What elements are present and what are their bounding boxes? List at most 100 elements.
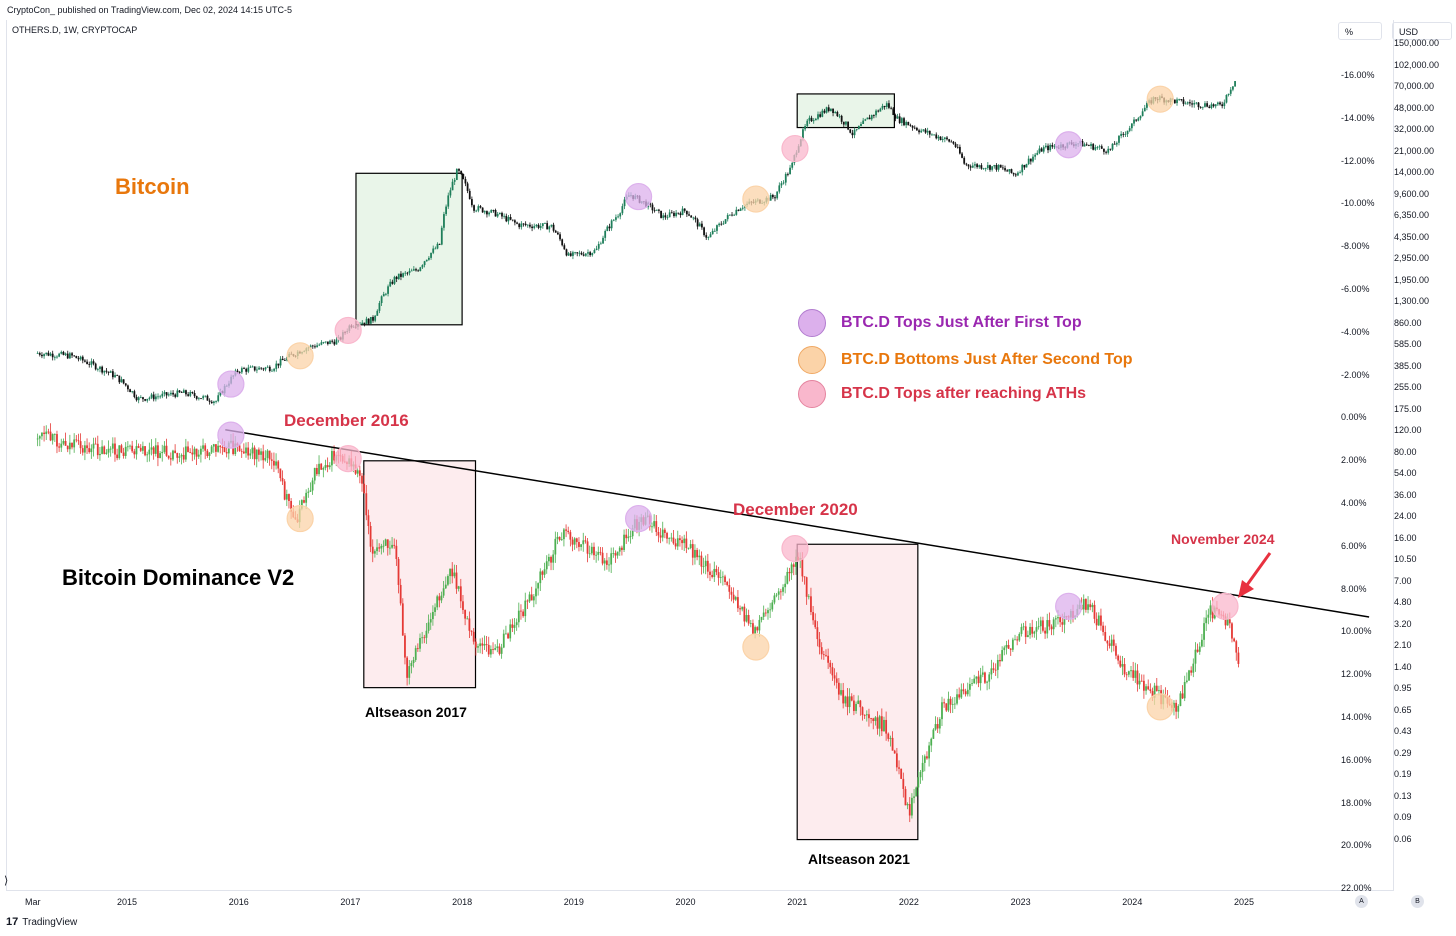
dominance-candle [880,716,883,732]
btc-candle [458,169,460,171]
btc-candle [776,191,779,199]
dominance-candle [898,767,900,769]
dominance-candle [1014,639,1016,641]
btc-candle [58,353,61,357]
btc-candle [857,125,860,130]
dominance-candle [101,446,103,454]
percent-axis-tick: 12.00% [1341,669,1372,680]
dominance-candle [303,500,305,503]
dominance-candle [709,571,711,575]
dominance-candle [752,623,754,634]
log-scale-button[interactable]: B [1411,895,1424,908]
publisher-header: CryptoCon_ published on TradingView.com,… [7,5,292,15]
btc-candle [855,129,858,130]
dominance-candle [152,447,155,454]
btc-candle [488,212,490,215]
btc-candle [498,212,501,215]
btc-candle [189,392,192,396]
dominance-candle [41,432,43,437]
time-axis-tick: 2015 [117,897,138,907]
btc-candle [1223,102,1226,107]
scroll-handle-icon[interactable]: ⟩ [4,875,9,887]
btc-candle [473,205,475,211]
btc-candle [1109,148,1112,150]
dominance-candle [234,443,237,455]
btc-candle [114,375,116,378]
btc-candle [365,318,368,324]
btc-candle [986,165,989,169]
btc-candle [137,397,140,401]
dominance-candle [116,454,119,459]
dominance-candle [281,478,284,482]
btc-candle [898,116,901,123]
dominance-candle [825,655,827,656]
btc-candle [333,341,336,345]
dominance-candle [494,648,497,650]
btc-candle [705,235,708,238]
dominance-candle [270,459,273,461]
dominance-candle [199,448,202,455]
btc-candle [43,354,45,357]
btc-candle [546,223,549,230]
btc-candle [1210,104,1213,108]
dominance-candle [724,576,726,583]
dominance-candle [498,646,501,654]
dominance-candle [597,551,600,555]
percent-axis-tick: -16.00% [1341,70,1375,80]
dominance-candle [429,619,432,623]
btc-candle [1029,158,1032,162]
btc-candle [1234,81,1236,87]
dominance-candle [408,666,411,678]
signal-circle [334,316,362,345]
dominance-candle [470,630,473,632]
price-axis-tick: 32,000.00 [1394,124,1435,134]
btc-candle [443,214,445,228]
dominance-candle [197,454,200,457]
dominance-candle [371,546,374,554]
btc-candle [1019,172,1021,174]
btc-candle [163,392,166,394]
dominance-candle [1048,620,1051,627]
dominance-candle [657,532,660,536]
percent-scale-button[interactable]: % [1338,22,1382,40]
btc-candle [1115,142,1118,145]
btc-candle [875,110,877,116]
currency-scale-button[interactable]: USD [1392,22,1452,40]
btc-candle [455,169,458,180]
dominance-candle [421,637,424,639]
btc-candle [314,346,316,348]
dominance-candle [526,600,529,602]
btc-candle [724,219,727,224]
price-axis-tick: 48,000.00 [1394,102,1435,113]
dominance-candle [49,431,52,441]
price-axis-tick: 2.10 [1394,640,1412,650]
btc-candle [161,393,164,397]
btc-candle [1010,169,1013,173]
legend-item-second-top: BTC.D Bottoms Just After Second Top [798,345,1133,375]
btc-candle [866,117,869,120]
dominance-candle [1226,619,1229,626]
btc-candle [213,401,215,404]
btc-candle [501,212,503,217]
btc-candle [1021,164,1024,173]
dominance-candle [83,445,86,453]
btc-candle [1225,94,1228,103]
btc-candle [595,248,598,251]
btc-candle [619,213,622,217]
dominance-candle [885,719,888,734]
dominance-candle [590,546,593,554]
btc-candle [53,356,56,358]
price-axis-tick: 3.20 [1394,618,1412,629]
dominance-candle [75,439,78,441]
price-axis-tick: 54.00 [1394,468,1417,478]
btc-candle [432,248,435,253]
dominance-candle [150,447,153,450]
dominance-candle [268,450,271,460]
bull-box-2017 [355,172,463,326]
dominance-candle [698,555,701,558]
auto-scale-button[interactable]: A [1355,895,1368,908]
btc-candle [1023,164,1026,168]
btc-candle [894,115,897,119]
dominance-candle [66,445,69,450]
